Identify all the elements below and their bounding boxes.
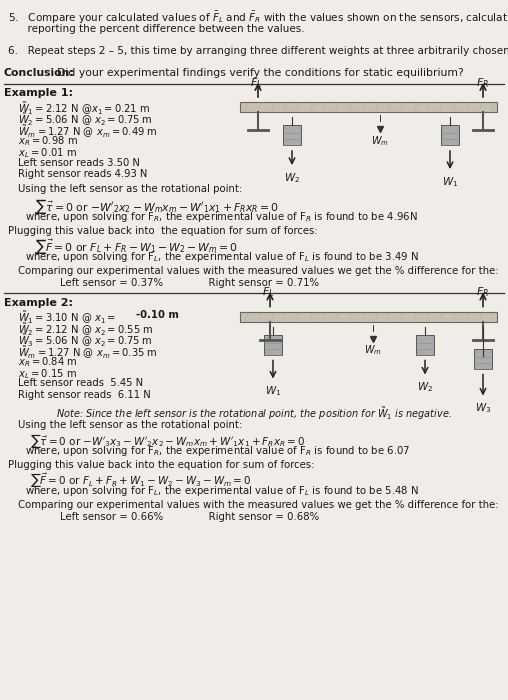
- Text: $x_R = 0.84$ m: $x_R = 0.84$ m: [18, 356, 78, 370]
- Text: $x_R = 0.98$ m: $x_R = 0.98$ m: [18, 134, 78, 148]
- Text: Plugging this value back into  the equation for sum of forces:: Plugging this value back into the equati…: [8, 225, 318, 235]
- Text: $W_m$: $W_m$: [364, 344, 382, 357]
- Text: Left sensor reads  5.45 N: Left sensor reads 5.45 N: [18, 379, 143, 389]
- Text: Using the left sensor as the rotational point:: Using the left sensor as the rotational …: [18, 419, 242, 430]
- Bar: [441, 125, 459, 145]
- Text: Note: Since the left sensor is the rotational point, the position for $\tilde{W}: Note: Since the left sensor is the rotat…: [56, 405, 452, 422]
- Text: $\sum\vec{\tau} = 0$ or $-W'_3x_3 - W'_2x_2 - W_mx_m + W'_1x_1 + F_Rx_R = 0$: $\sum\vec{\tau} = 0$ or $-W'_3x_3 - W'_2…: [30, 431, 305, 449]
- Text: Did your experimental findings verify the conditions for static equilibrium?: Did your experimental findings verify th…: [50, 68, 464, 78]
- Text: Comparing our experimental values with the measured values we get the % differen: Comparing our experimental values with t…: [18, 500, 498, 510]
- Text: $x_L = 0.01$ m: $x_L = 0.01$ m: [18, 146, 77, 160]
- Text: reporting the percent difference between the values.: reporting the percent difference between…: [8, 24, 305, 34]
- Text: Example 1:: Example 1:: [4, 88, 73, 98]
- Text: Comparing our experimental values with the measured values we get the % differen: Comparing our experimental values with t…: [18, 267, 498, 276]
- Text: Conclusion:: Conclusion:: [4, 68, 75, 78]
- Text: 5.   Compare your calculated values of $\bar{F}_L$ and $\bar{F}_R$ with the valu: 5. Compare your calculated values of $\b…: [8, 10, 508, 26]
- Text: -0.10 m: -0.10 m: [136, 309, 179, 319]
- Text: Right sensor reads 4.93 N: Right sensor reads 4.93 N: [18, 169, 147, 179]
- Text: $\tilde{W}_3 = 5.06$ N @ $x_2 = 0.75$ m: $\tilde{W}_3 = 5.06$ N @ $x_2 = 0.75$ m: [18, 332, 153, 349]
- Text: $\tilde{W}_m = 1.27$ N @ $x_m = 0.49$ m: $\tilde{W}_m = 1.27$ N @ $x_m = 0.49$ m: [18, 123, 158, 140]
- Text: $\tilde{W}_2 = 5.06$ N @ $x_2 = 0.75$ m: $\tilde{W}_2 = 5.06$ N @ $x_2 = 0.75$ m: [18, 111, 153, 128]
- Text: 6.   Repeat steps 2 – 5, this time by arranging three different weights at three: 6. Repeat steps 2 – 5, this time by arra…: [8, 46, 508, 56]
- Text: Left sensor = 0.66%              Right sensor = 0.68%: Left sensor = 0.66% Right sensor = 0.68%: [60, 512, 319, 522]
- Text: $W_2$: $W_2$: [284, 171, 300, 185]
- Text: $W_1$: $W_1$: [442, 175, 458, 189]
- Text: $x_L = 0.15$ m: $x_L = 0.15$ m: [18, 367, 77, 381]
- Text: $W_2$: $W_2$: [417, 381, 433, 394]
- Bar: [416, 335, 434, 354]
- Text: $\tilde{W}_2 = 2.12$ N @ $x_2 = 0.55$ m: $\tilde{W}_2 = 2.12$ N @ $x_2 = 0.55$ m: [18, 321, 153, 338]
- Text: Right sensor reads  6.11 N: Right sensor reads 6.11 N: [18, 390, 151, 400]
- Text: Left sensor = 0.37%              Right sensor = 0.71%: Left sensor = 0.37% Right sensor = 0.71%: [60, 279, 319, 288]
- Text: $\tilde{W}_1 = 2.12$ N @$x_1 = 0.21$ m: $\tilde{W}_1 = 2.12$ N @$x_1 = 0.21$ m: [18, 100, 150, 117]
- Text: Plugging this value back into the equation for sum of forces:: Plugging this value back into the equati…: [8, 459, 314, 470]
- Text: $F_R$: $F_R$: [477, 286, 490, 300]
- Text: Left sensor reads 3.50 N: Left sensor reads 3.50 N: [18, 158, 140, 167]
- Bar: [283, 125, 301, 145]
- Text: $\sum\vec{F} = 0$ or $F_L + F_R - W_1 - W_2 - W_m = 0$: $\sum\vec{F} = 0$ or $F_L + F_R - W_1 - …: [35, 237, 238, 256]
- Text: $\tilde{W}_m = 1.27$ N @ $x_m = 0.35$ m: $\tilde{W}_m = 1.27$ N @ $x_m = 0.35$ m: [18, 344, 158, 360]
- Text: where, upon solving for F$_L$, the experimental value of F$_L$ is found to be 3.: where, upon solving for F$_L$, the exper…: [25, 251, 419, 265]
- Text: $\tilde{W}_1 = 3.10$ N @ $x_1 =$: $\tilde{W}_1 = 3.10$ N @ $x_1 =$: [18, 309, 119, 326]
- Text: $F_L$: $F_L$: [262, 286, 274, 300]
- Text: where, upon solving for F$_R$, the experimental value of F$_R$ is found to be 4.: where, upon solving for F$_R$, the exper…: [25, 209, 418, 223]
- Text: $F_L$: $F_L$: [250, 76, 262, 90]
- Text: $\sum\vec{\tau} = 0$ or $-W'_2x_2 - W_mx_m - W'_1x_1 + F_Rx_R = 0$: $\sum\vec{\tau} = 0$ or $-W'_2x_2 - W_mx…: [35, 197, 279, 216]
- Text: Using the left sensor as the rotational point:: Using the left sensor as the rotational …: [18, 185, 242, 195]
- Text: $\sum\vec{F} = 0$ or $F_L + F_R + W_1 - W_2 - W_3 - W_m = 0$: $\sum\vec{F} = 0$ or $F_L + F_R + W_1 - …: [30, 472, 251, 490]
- Text: $F_R$: $F_R$: [477, 76, 490, 90]
- Text: where, upon solving for F$_R$, the experimental value of F$_R$ is found to be 6.: where, upon solving for F$_R$, the exper…: [25, 444, 410, 458]
- Bar: [240, 102, 497, 112]
- Text: $W_3$: $W_3$: [475, 402, 491, 415]
- Text: Example 2:: Example 2:: [4, 298, 73, 307]
- Bar: [264, 335, 282, 354]
- Text: $W_1$: $W_1$: [265, 384, 281, 398]
- Bar: [240, 312, 497, 321]
- Bar: [474, 349, 492, 368]
- Text: $W_m$: $W_m$: [371, 134, 389, 148]
- Text: where, upon solving for F$_L$, the experimental value of F$_L$ is found to be 5.: where, upon solving for F$_L$, the exper…: [25, 484, 419, 498]
